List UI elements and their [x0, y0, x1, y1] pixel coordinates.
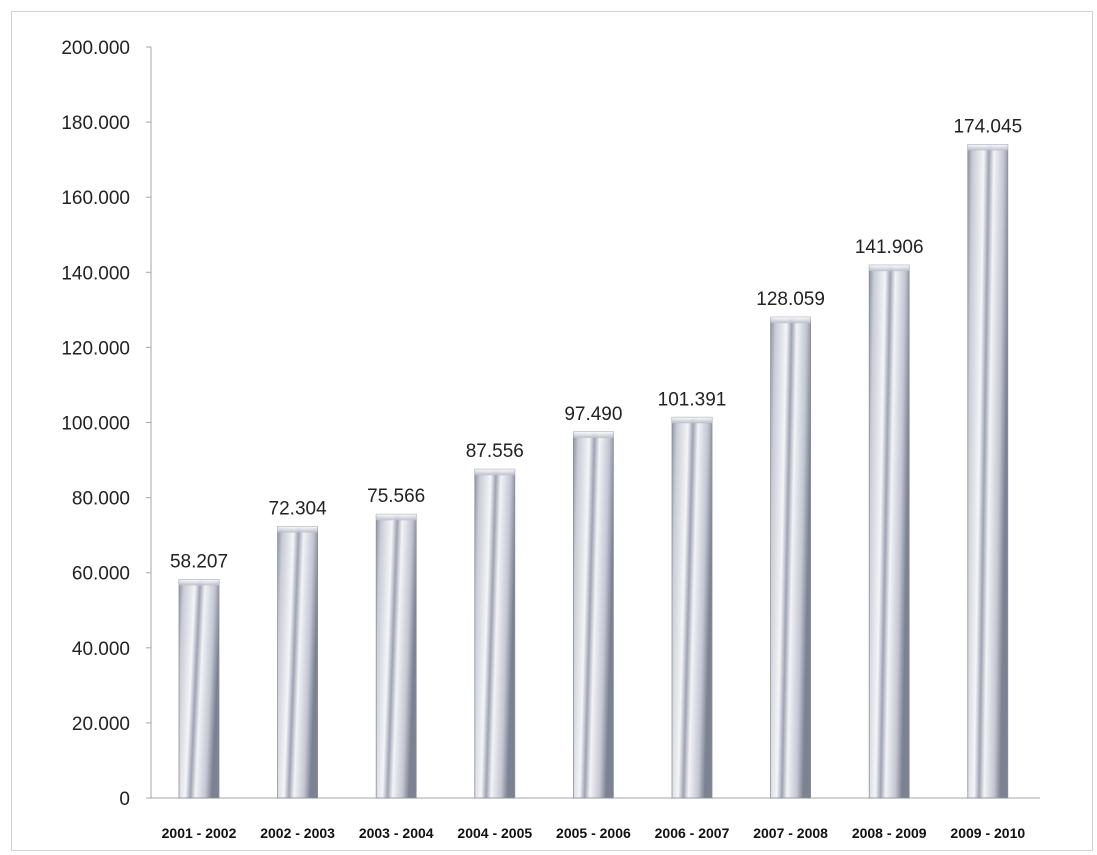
bar-group [573, 431, 614, 799]
x-tick-label: 2004 - 2005 [457, 825, 532, 841]
y-tick-label: 40.000 [72, 639, 130, 660]
bar-cap [474, 469, 515, 476]
x-tick-label: 2001 - 2002 [162, 825, 237, 841]
x-tick-label: 2003 - 2004 [359, 825, 434, 841]
bar-group [277, 526, 319, 799]
bar [277, 526, 319, 799]
y-tick-label: 100.000 [61, 414, 130, 435]
bar [671, 416, 713, 799]
bar-group [375, 513, 417, 799]
bar-cap [179, 579, 219, 586]
bar-cap [672, 417, 712, 424]
bar-cap [573, 431, 614, 438]
data-label: 97.490 [564, 404, 622, 425]
bar-group [671, 416, 713, 799]
x-tick-label: 2007 - 2008 [753, 825, 828, 841]
bar-cap [967, 144, 1008, 151]
bar-cap [770, 317, 811, 324]
bar [573, 431, 614, 799]
data-label: 101.391 [658, 389, 727, 410]
axes: 0 20.000 40.000 60.000 80.000 100.000 120.000 1… [61, 38, 1040, 810]
data-label: 87.556 [466, 441, 524, 462]
bars [178, 144, 1009, 799]
data-label: 141.906 [855, 237, 924, 258]
bar [868, 264, 910, 799]
x-tick-label: 2009 - 2010 [950, 825, 1025, 841]
x-tick-label: 2006 - 2007 [655, 825, 730, 841]
y-tick-label: 120.000 [61, 338, 130, 359]
bar-cap [277, 526, 318, 533]
bar-group [474, 468, 516, 799]
bar-cap [869, 265, 910, 272]
data-label: 174.045 [953, 116, 1022, 137]
data-label: 75.566 [367, 486, 425, 507]
bar-group [770, 316, 811, 799]
y-tick-label: 0 [119, 789, 130, 810]
bar-group [178, 579, 220, 799]
y-tick-label: 60.000 [72, 564, 130, 585]
bar [375, 513, 417, 799]
bar [474, 468, 516, 799]
bar [967, 144, 1009, 799]
x-tick-label: 2008 - 2009 [852, 825, 927, 841]
y-tick-label: 20.000 [72, 714, 130, 735]
x-tick-label: 2005 - 2006 [556, 825, 631, 841]
x-tick-label: 2002 - 2003 [260, 825, 335, 841]
data-label: 58.207 [170, 551, 228, 572]
y-tick-label: 160.000 [61, 188, 130, 209]
labels: 58.207 2001 - 2002 72.304 2002 - 2003 75.566… [162, 116, 1026, 841]
data-label: 128.059 [756, 289, 825, 310]
y-tick-label: 80.000 [72, 489, 130, 510]
data-label: 72.304 [269, 498, 328, 519]
y-tick-label: 200.000 [61, 38, 130, 59]
bar [770, 316, 811, 799]
bar [178, 579, 220, 799]
bar-cap [376, 514, 417, 521]
bar-group [967, 144, 1009, 799]
bar-group [868, 264, 910, 799]
y-tick-label: 180.000 [61, 113, 130, 134]
y-tick-label: 140.000 [61, 263, 130, 284]
